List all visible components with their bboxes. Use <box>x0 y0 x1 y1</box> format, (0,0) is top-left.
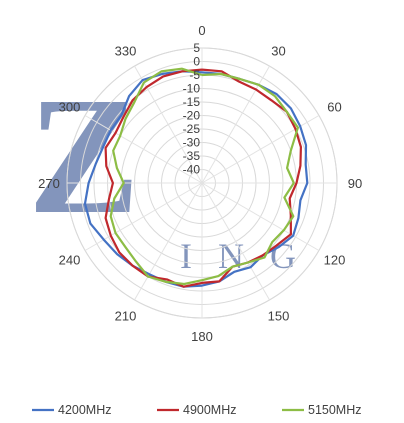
radial-tick-label: -5 <box>189 68 200 82</box>
grid-spoke <box>201 182 320 251</box>
angle-tick-label: 270 <box>38 176 60 191</box>
radial-tick-labels: 50-5-10-15-20-25-30-35-40 <box>183 41 201 177</box>
angle-tick-label: 30 <box>271 43 285 58</box>
angle-tick-label: 330 <box>115 43 137 58</box>
angle-tick-label: 150 <box>268 309 290 324</box>
grid-spoke <box>201 182 270 301</box>
angle-tick-label: 90 <box>348 176 362 191</box>
legend: 4200MHz 4900MHz 5150MHz <box>32 403 362 417</box>
series-line-4900MHz <box>104 68 302 288</box>
angle-tick-label: 120 <box>324 253 346 268</box>
angle-tick-labels: 0 30 60 90 120 150 180 210 240 270 300 330 <box>38 23 362 344</box>
angle-tick-label: 210 <box>115 309 137 324</box>
grid-spoke <box>134 65 203 184</box>
radial-tick-label: 5 <box>193 41 200 55</box>
radial-tick-label: -20 <box>183 109 201 123</box>
angle-tick-label: 240 <box>59 253 81 268</box>
radial-tick-label: -25 <box>183 122 201 136</box>
grid-spoke <box>134 182 203 301</box>
angle-tick-label: 0 <box>198 23 205 38</box>
angle-tick-label: 180 <box>191 329 213 344</box>
polar-grid <box>66 47 338 319</box>
angle-tick-label: 60 <box>327 100 341 115</box>
legend-label: 4900MHz <box>183 403 237 417</box>
radial-tick-label: -35 <box>183 149 201 163</box>
watermark-word: ING <box>180 236 322 276</box>
radial-tick-label: 0 <box>193 55 200 69</box>
series-line-5150MHz <box>109 67 299 286</box>
radial-tick-label: -30 <box>183 136 201 150</box>
series-layer <box>83 67 309 288</box>
grid-spoke <box>84 115 203 184</box>
grid-spoke <box>201 65 270 184</box>
radial-tick-label: -15 <box>183 95 201 109</box>
legend-label: 5150MHz <box>308 403 362 417</box>
radial-tick-label: -40 <box>183 163 201 177</box>
angle-tick-label: 300 <box>59 100 81 115</box>
series-line-4200MHz <box>83 70 309 288</box>
radial-tick-label: -10 <box>183 82 201 96</box>
legend-label: 4200MHz <box>58 403 112 417</box>
